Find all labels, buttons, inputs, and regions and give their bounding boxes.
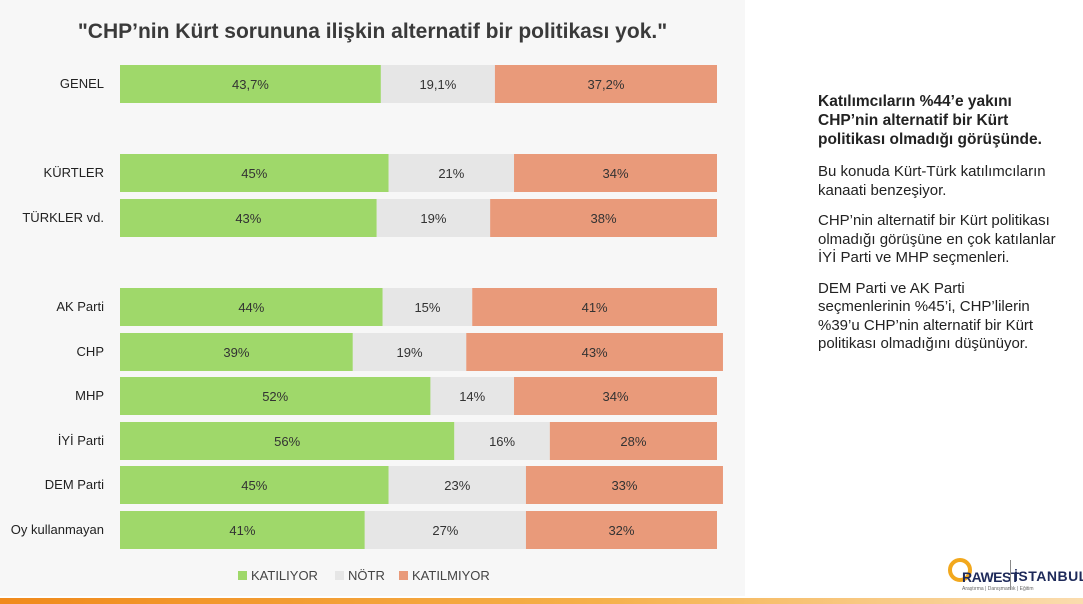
bar-segment-katiliyor: [120, 422, 455, 460]
bar-segment-katilmiyor: [494, 65, 717, 103]
category-label: AK Parti: [56, 299, 104, 314]
summary-paragraph: DEM Parti ve AK Parti seçmenlerinin %45’…: [818, 279, 1034, 353]
value-label: 43%: [235, 211, 261, 226]
value-label: 15%: [414, 300, 440, 315]
bar-segment-katiliyor: [120, 511, 365, 549]
value-label: 19%: [397, 345, 423, 360]
value-label: 41%: [229, 523, 255, 538]
value-label: 34%: [602, 389, 628, 404]
value-label: 19%: [420, 211, 446, 226]
bar-segment-nötr: [382, 288, 473, 326]
value-label: 37,2%: [588, 77, 625, 92]
summary-headline: Katılımcıların %44’e yakını CHP’nin alte…: [818, 93, 1042, 148]
summary-paragraph: Bu konuda Kürt-Türk katılımcıların kanaa…: [818, 163, 1046, 199]
value-label: 16%: [489, 434, 515, 449]
category-label: MHP: [75, 388, 104, 403]
value-label: 34%: [602, 166, 628, 181]
summary-paragraph: CHP’nin alternatif bir Kürt politikası o…: [818, 212, 1056, 266]
bar-segment-nötr: [364, 511, 526, 549]
bar-segment-katiliyor: [120, 65, 381, 103]
value-label: 52%: [262, 389, 288, 404]
bar-segment-katilmiyor: [514, 154, 717, 192]
logo-ring-icon: [948, 558, 972, 582]
value-label: 28%: [620, 434, 646, 449]
category-label: CHP: [77, 344, 104, 359]
value-label: 45%: [241, 166, 267, 181]
bar-segment-katilmiyor: [525, 466, 723, 504]
category-label: TÜRKLER vd.: [22, 210, 104, 225]
bar-segment-katilmiyor: [472, 288, 717, 326]
value-label: 43%: [582, 345, 608, 360]
value-label: 44%: [238, 300, 264, 315]
legend-label: KATILIYOR: [251, 568, 318, 583]
value-label: 45%: [241, 478, 267, 493]
logo-tagline: Araştırma | Danışmanlık | Eğitim: [962, 586, 1034, 592]
bar-segment-nötr: [430, 377, 515, 415]
bar-segment-katiliyor: [120, 199, 377, 237]
summary-panel: Katılımcıların %44’e yakını CHP’nin alte…: [818, 92, 1058, 366]
bar-segment-nötr: [454, 422, 550, 460]
bar-segment-nötr: [388, 154, 515, 192]
value-label: 21%: [438, 166, 464, 181]
value-label: 14%: [459, 389, 485, 404]
value-label: 41%: [582, 300, 608, 315]
bar-segment-nötr: [380, 65, 495, 103]
bar-segment-katiliyor: [120, 466, 389, 504]
legend-swatch: [335, 571, 344, 580]
stacked-bar-chart: GENEL 43,7% 19,1% 37,2% KÜRTLER 45% 21% 34% TÜRK…: [11, 65, 723, 583]
chart-panel: "CHP’nin Kürt sorununa ilişkin alternati…: [10, 20, 723, 583]
value-label: 23%: [444, 478, 470, 493]
bottom-accent-bar: [0, 598, 1083, 604]
category-label: İYİ Parti: [58, 433, 104, 448]
value-label: 56%: [274, 434, 300, 449]
category-label: KÜRTLER: [44, 165, 104, 180]
category-label: DEM Parti: [45, 477, 104, 492]
bar-segment-katiliyor: [120, 377, 431, 415]
bar-segment-katiliyor: [120, 154, 389, 192]
bar-segment-katilmiyor: [490, 199, 717, 237]
bar-segment-nötr: [352, 333, 467, 371]
bar-segment-katilmiyor: [549, 422, 717, 460]
logo-name: RAWEST: [962, 569, 1019, 585]
bar-segment-katilmiyor: [514, 377, 717, 415]
value-label: 27%: [432, 523, 458, 538]
value-label: 33%: [611, 478, 637, 493]
legend-label: KATILMIYOR: [412, 568, 490, 583]
category-label: GENEL: [60, 76, 104, 91]
rawest-istanbul-logo: RAWEST Araştırma | Danışmanlık | Eğitim …: [948, 556, 1083, 596]
bar-segment-nötr: [376, 199, 491, 237]
value-label: 19,1%: [419, 77, 456, 92]
value-label: 43,7%: [232, 77, 269, 92]
bar-segment-katiliyor: [120, 333, 353, 371]
value-label: 32%: [608, 523, 634, 538]
logo-city: İSTANBUL: [1014, 568, 1083, 584]
bar-segment-katilmiyor: [466, 333, 723, 371]
category-label: Oy kullanmayan: [11, 522, 104, 537]
bar-segment-nötr: [388, 466, 526, 504]
bar-segment-katilmiyor: [525, 511, 717, 549]
legend-swatch: [399, 571, 408, 580]
legend-label: NÖTR: [348, 568, 385, 583]
value-label: 38%: [591, 211, 617, 226]
logo-divider: [1010, 560, 1011, 590]
legend-swatch: [238, 571, 247, 580]
value-label: 39%: [223, 345, 249, 360]
chart-title: "CHP’nin Kürt sorununa ilişkin alternati…: [77, 20, 668, 43]
bar-segment-katiliyor: [120, 288, 383, 326]
